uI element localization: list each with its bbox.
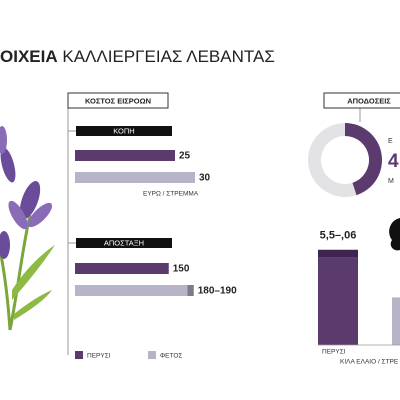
page-title: ΟΙΧΕΙΑ ΚΑΛΛΙΕΡΓΕΙΑΣ ΛΕΒΑΝΤΑΣ: [0, 47, 275, 66]
unit-label: ΚΙΛΑ ΕΛΑΙΟ / ΣΤΡΕ: [340, 359, 399, 366]
connector-lines: [67, 108, 361, 355]
section-box: [323, 92, 400, 109]
donut-slice: [345, 123, 382, 196]
bar: [75, 172, 195, 183]
section-box: [67, 92, 169, 109]
title-rest: ΚΑΛΛΙΕΡΓΕΙΑΣ ΛΕΒΑΝΤΑΣ: [62, 47, 274, 66]
section-title: ΑΠΟΔΟΣΕΙΣ: [347, 96, 391, 105]
donut-text: Ε: [388, 138, 393, 145]
section-title: ΚΟΣΤΟΣ ΕΙΣΡΟΩΝ: [85, 96, 151, 105]
legend-swatch: [148, 351, 156, 359]
value-label: 30: [199, 173, 211, 184]
bar: [75, 150, 175, 161]
donut-slice: [307, 123, 357, 197]
unit-label: ΕΥΡΩ / ΣΤΡΕΜΜΑ: [143, 191, 199, 198]
bar-range: [187, 285, 194, 296]
legend-label: ΦΕΤΟΣ: [160, 353, 182, 360]
value-label: 5,5–,06: [320, 230, 357, 242]
icon: [389, 218, 400, 251]
title-bold: ΟΙΧΕΙΑ: [0, 47, 58, 66]
value-label: 25: [179, 151, 191, 162]
legend-swatch: [75, 351, 83, 359]
donut-text: 4: [388, 151, 399, 172]
bar: [392, 297, 400, 345]
bar: [75, 263, 169, 274]
group-name: ΚΟΠΗ: [113, 126, 134, 135]
bar-range: [318, 249, 358, 258]
value-label: 150: [173, 264, 190, 275]
bar: [318, 257, 358, 345]
group-name: ΑΠΟΣΤΑΞΗ: [104, 238, 144, 247]
legend-label: ΠΕΡΥΣΙ: [87, 353, 111, 360]
category-label: ΠΕΡΥΣΙ: [322, 349, 346, 356]
value-label: 180–190: [198, 286, 237, 297]
group-header: [76, 126, 172, 136]
lavender-illustration: [0, 126, 55, 331]
donut-text: Μ: [388, 178, 394, 185]
group-header: [76, 238, 172, 248]
bar: [75, 285, 188, 296]
